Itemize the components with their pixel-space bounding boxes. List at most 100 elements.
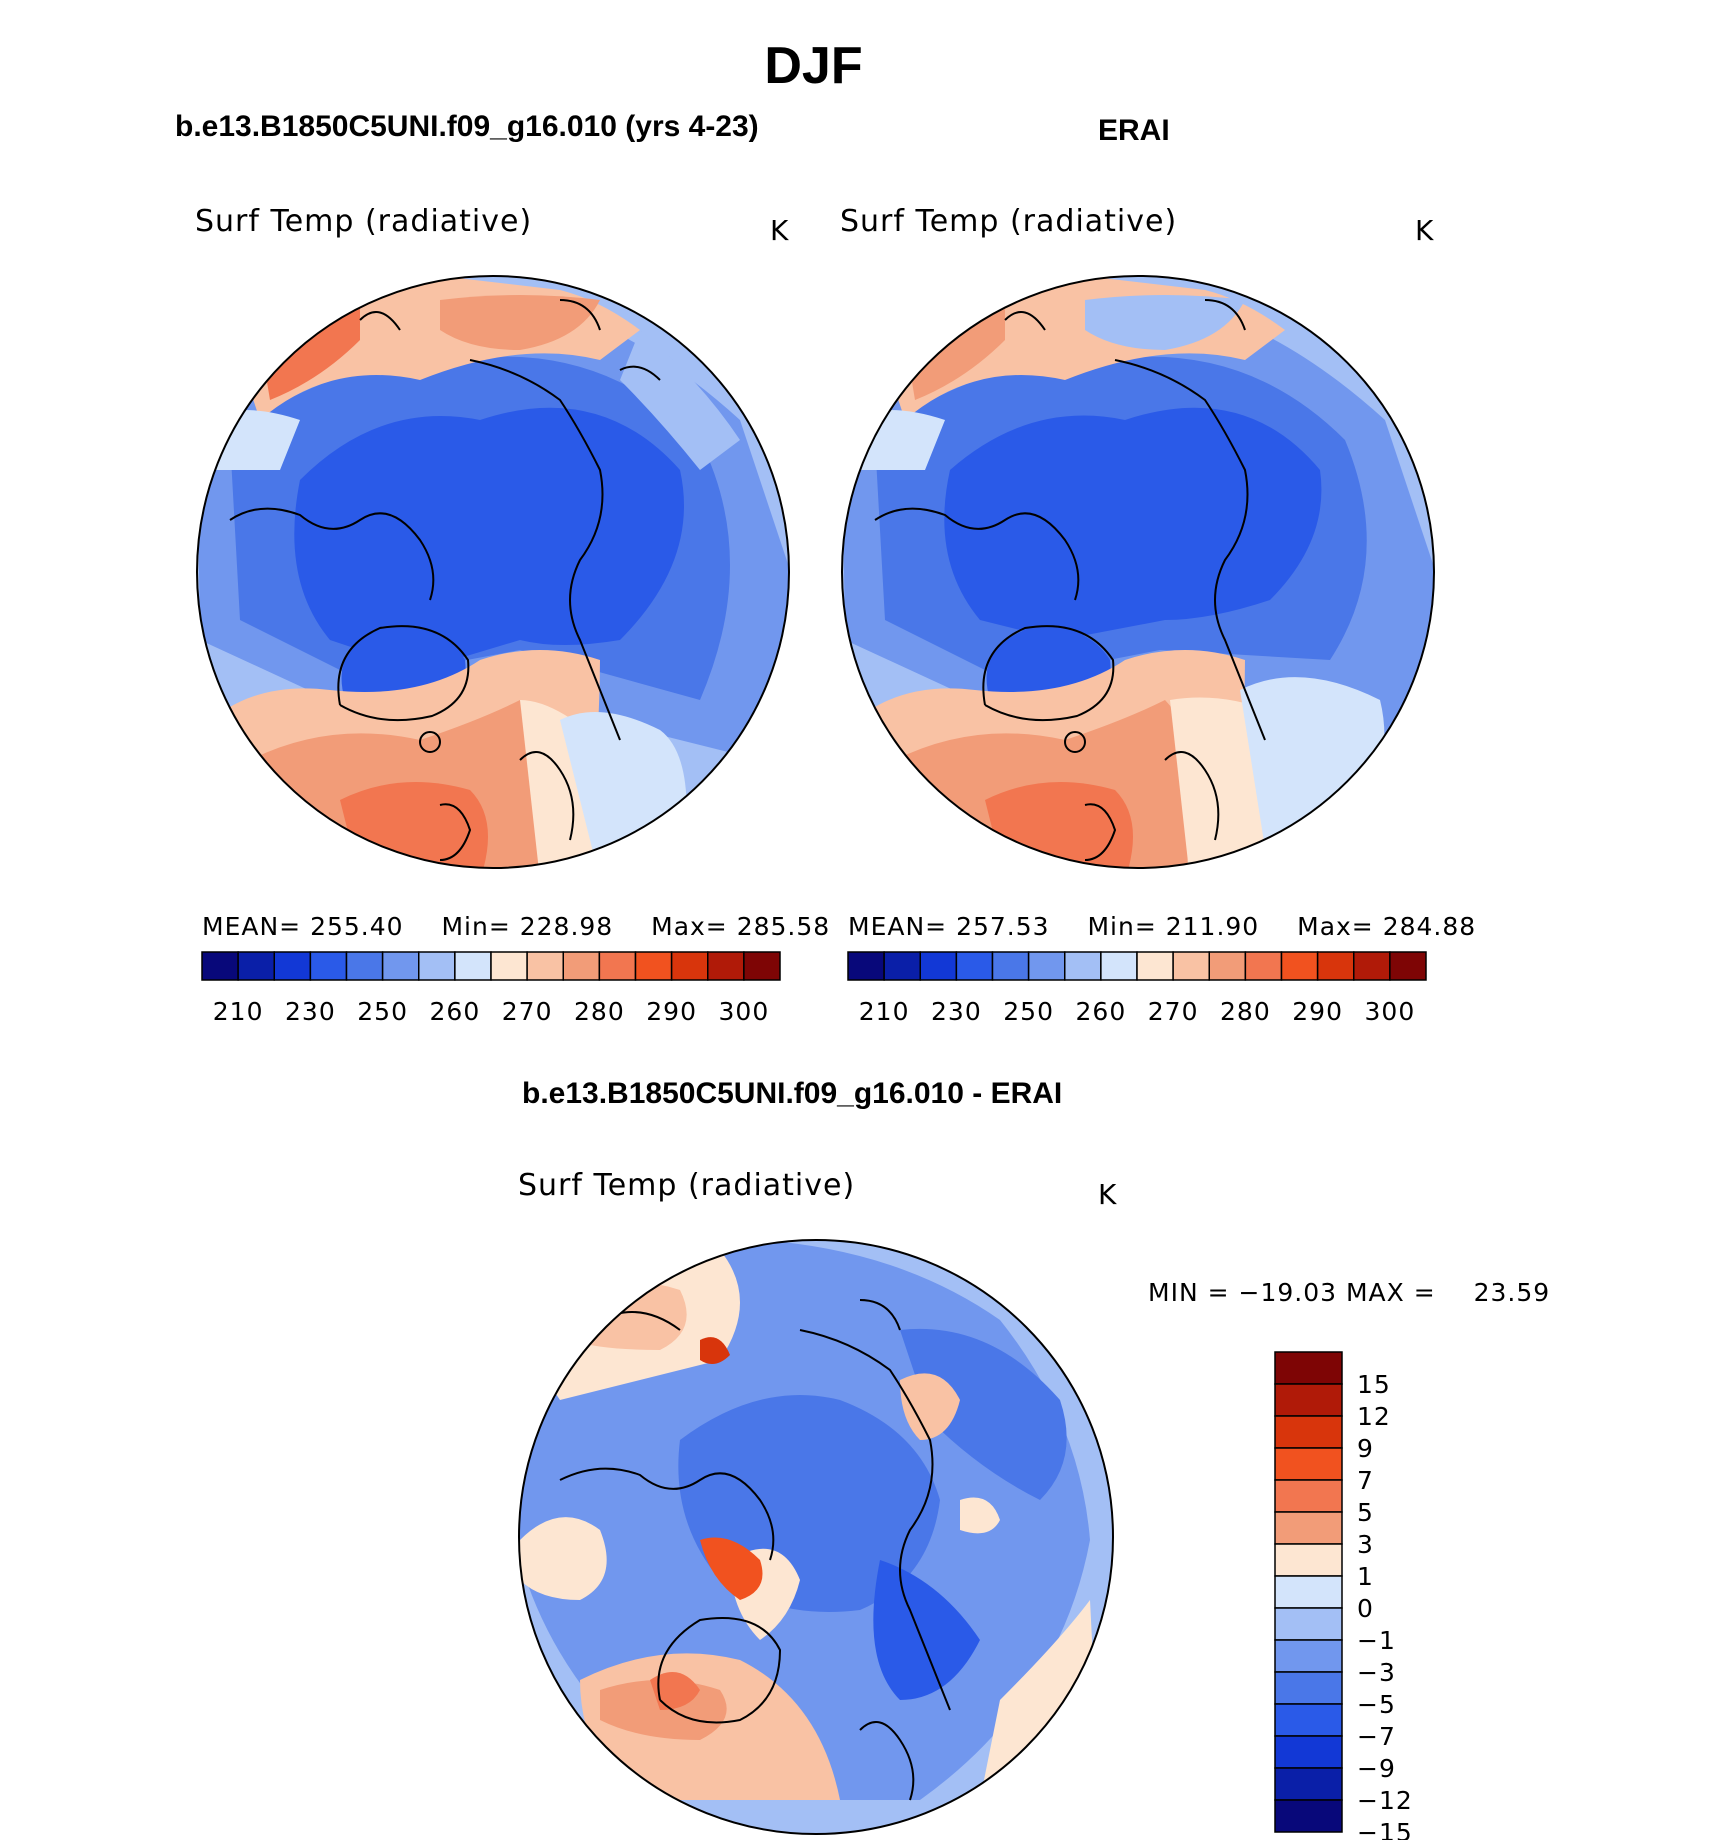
difference-colorbar-tick-label: 5: [1357, 1498, 1374, 1527]
difference-colorbar-tick-label: 12: [1357, 1402, 1391, 1431]
left-colorbar-tick-label: 210: [213, 997, 264, 1026]
left-min-value: 228.98: [519, 912, 614, 941]
diff-range: MIN = −19.03 MAX = 23.59: [1148, 1278, 1550, 1307]
left-colorbar: 210 230 250 260 270 280 290 300: [201, 951, 781, 1026]
left-colorbar-swatch: [418, 951, 456, 981]
left-colorbar-swatch: [707, 951, 745, 981]
left-stats: MEAN= 255.40 Min= 228.98 Max= 285.58: [202, 912, 830, 941]
difference-polar-map: [519, 1240, 1113, 1834]
left-mean-value: 255.40: [310, 912, 404, 941]
right-colorbar-tick-label: 300: [1365, 997, 1416, 1026]
difference-colorbar-tick-label: 3: [1357, 1530, 1374, 1559]
right-polar-map: [842, 276, 1434, 868]
diff-case-title: b.e13.B1850C5UNI.f09_g16.010 - ERAI: [522, 1077, 1063, 1110]
right-colorbar-swatch: [1280, 951, 1319, 981]
right-colorbar-swatch: [955, 951, 994, 981]
right-colorbar-swatch: [1064, 951, 1102, 981]
left-max-label: Max=: [651, 912, 728, 941]
left-colorbar-swatch: [598, 951, 637, 981]
right-colorbar-swatch: [1136, 951, 1174, 981]
difference-colorbar-tick-label: 0: [1357, 1594, 1374, 1623]
right-variable-label: Surf Temp (radiative): [840, 204, 1178, 239]
right-max-label: Max=: [1297, 912, 1374, 941]
right-max-value: 284.88: [1382, 912, 1477, 941]
left-colorbar-tick-label: 260: [430, 997, 481, 1026]
right-colorbar-tick-label: 280: [1220, 997, 1271, 1026]
right-colorbar-swatch: [1389, 951, 1427, 981]
right-colorbar-tick-label: 230: [931, 997, 982, 1026]
difference-colorbar-tick-label: −9: [1357, 1754, 1396, 1783]
left-units-label: K: [770, 214, 790, 247]
right-colorbar-swatch: [919, 951, 958, 981]
left-colorbar-tick-label: 280: [574, 997, 625, 1026]
left-colorbar-tick-label: 290: [646, 997, 697, 1026]
right-colorbar-tick-label: 210: [859, 997, 910, 1026]
difference-colorbar-tick-label: 1: [1357, 1562, 1374, 1591]
left-mean-label: MEAN=: [202, 912, 302, 941]
left-colorbar-swatch: [490, 951, 528, 981]
difference-colorbar-tick-label: −12: [1357, 1786, 1413, 1815]
difference-colorbar-swatch: [1274, 1575, 1343, 1609]
right-units-label: K: [1415, 214, 1435, 247]
difference-colorbar-swatch: [1274, 1639, 1343, 1673]
page-title: DJF: [764, 37, 863, 95]
difference-colorbar-swatch: [1274, 1799, 1343, 1833]
difference-colorbar-swatch: [1274, 1511, 1343, 1545]
left-colorbar-tick-label: 250: [357, 997, 408, 1026]
right-colorbar-tick-label: 270: [1148, 997, 1199, 1026]
right-colorbar-swatch: [1316, 951, 1355, 981]
right-colorbar-swatch: [1353, 951, 1391, 981]
left-colorbar-swatch: [526, 951, 564, 981]
left-polar-map: [197, 276, 789, 868]
left-colorbar-swatch: [634, 951, 673, 981]
difference-colorbar-tick-label: −3: [1357, 1658, 1396, 1687]
difference-colorbar-swatch: [1274, 1703, 1343, 1737]
diff-max-label: MAX =: [1345, 1278, 1436, 1307]
left-colorbar-swatch: [273, 951, 312, 981]
right-colorbar-swatch: [883, 951, 921, 981]
right-mean-value: 257.53: [956, 912, 1050, 941]
right-colorbar-swatch: [991, 951, 1030, 981]
right-colorbar-swatch: [1172, 951, 1210, 981]
right-min-value: 211.90: [1165, 912, 1260, 941]
diff-units-label: K: [1098, 1178, 1118, 1211]
left-variable-label: Surf Temp (radiative): [195, 204, 533, 239]
difference-colorbar-swatch: [1274, 1735, 1343, 1769]
difference-colorbar-swatch: [1274, 1415, 1343, 1449]
difference-colorbar-swatch: [1274, 1543, 1343, 1577]
diff-max-value: 23.59: [1473, 1278, 1551, 1307]
difference-colorbar-swatch: [1274, 1607, 1343, 1641]
left-colorbar-swatch: [309, 951, 348, 981]
left-min-label: Min=: [441, 912, 511, 941]
right-colorbar-swatch: [1244, 951, 1283, 981]
right-stats: MEAN= 257.53 Min= 211.90 Max= 284.88: [848, 912, 1476, 941]
left-colorbar-tick-label: 300: [719, 997, 770, 1026]
right-colorbar-swatch: [1027, 951, 1066, 981]
difference-colorbar-swatch: [1274, 1671, 1343, 1705]
right-mean-label: MEAN=: [848, 912, 948, 941]
diff-min-value: −19.03: [1238, 1278, 1338, 1307]
difference-colorbar-tick-label: −1: [1357, 1626, 1396, 1655]
difference-colorbar-swatch: [1274, 1767, 1343, 1801]
right-colorbar-swatch: [847, 951, 885, 981]
left-colorbar-swatch: [237, 951, 275, 981]
right-case-title: ERAI: [1098, 114, 1170, 147]
right-min-label: Min=: [1087, 912, 1157, 941]
left-colorbar-swatch: [345, 951, 384, 981]
difference-colorbar: 15 12 9 7 5 3 1 0 −1 −3 −5 −7 −9 −12 −15: [1274, 1351, 1413, 1840]
difference-colorbar-swatch: [1274, 1383, 1343, 1417]
right-colorbar-swatch: [1100, 951, 1138, 981]
diff-min-label: MIN =: [1148, 1278, 1230, 1307]
left-colorbar-swatch: [670, 951, 709, 981]
left-case-title: b.e13.B1850C5UNI.f09_g16.010 (yrs 4-23): [175, 110, 759, 143]
difference-colorbar-tick-label: 15: [1357, 1370, 1391, 1399]
difference-colorbar-swatch: [1274, 1351, 1343, 1385]
left-colorbar-swatch: [454, 951, 492, 981]
left-colorbar-swatch: [381, 951, 420, 981]
difference-colorbar-swatch: [1274, 1479, 1343, 1513]
left-colorbar-swatch: [201, 951, 239, 981]
right-colorbar-swatch: [1208, 951, 1247, 981]
left-colorbar-tick-label: 230: [285, 997, 336, 1026]
left-max-value: 285.58: [736, 912, 831, 941]
